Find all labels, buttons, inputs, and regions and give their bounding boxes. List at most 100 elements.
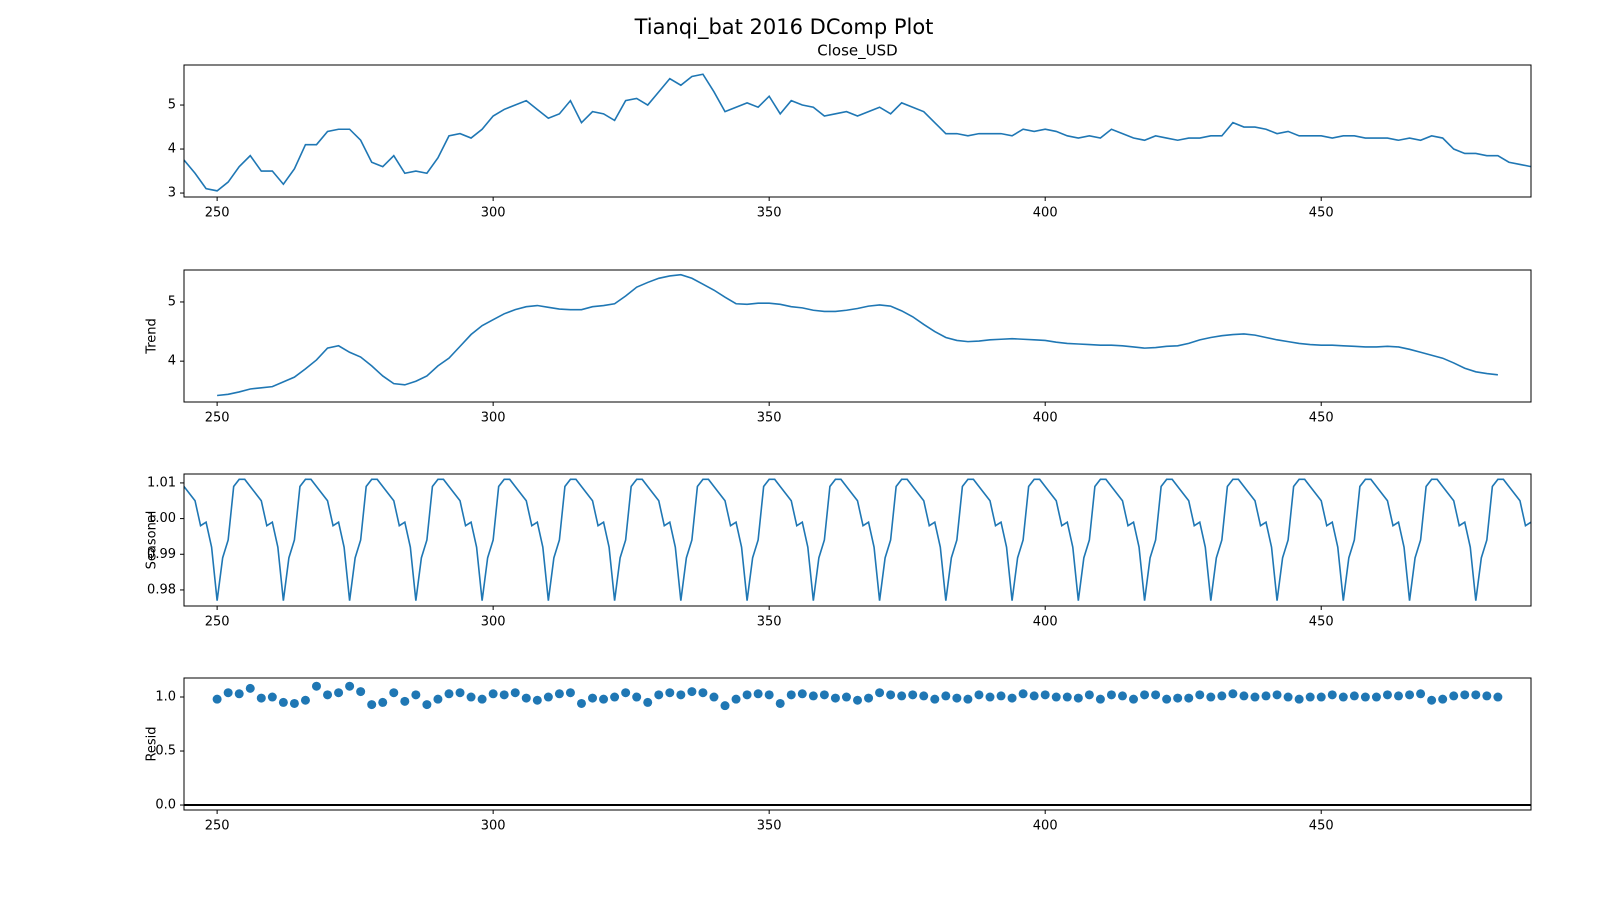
resid-point <box>886 690 896 700</box>
axes-frame <box>183 473 1532 607</box>
resid-point <box>1040 690 1050 700</box>
resid-point <box>875 688 885 698</box>
y-tick-label: 5 <box>168 294 176 309</box>
subplot: Seasonal 250 300 350 400 450 0.98 0.99 1.00 1.01 <box>145 473 1532 630</box>
x-tick-label: 250 <box>205 615 230 630</box>
resid-point <box>444 689 454 699</box>
resid-point <box>433 694 443 704</box>
resid-point <box>1018 689 1028 699</box>
resid-point <box>1360 692 1370 702</box>
resid-point <box>389 688 399 698</box>
resid-point <box>1438 694 1448 704</box>
y-tick-label: 3 <box>168 186 176 201</box>
resid-point <box>1394 691 1404 701</box>
plot-area <box>217 273 1498 397</box>
resid-point <box>698 688 708 698</box>
y-tick-label: 5 <box>168 98 176 113</box>
resid-point <box>477 694 487 704</box>
resid-point <box>985 692 995 702</box>
resid-point <box>1195 690 1205 700</box>
resid-point <box>709 692 719 702</box>
resid-point <box>356 687 366 697</box>
resid-point <box>1371 692 1381 702</box>
resid-point <box>234 689 244 699</box>
resid-point <box>1460 690 1470 700</box>
resid-point <box>919 691 929 701</box>
subplot: Trend 250 300 350 400 450 4 5 <box>145 269 1532 426</box>
x-tick-label: 350 <box>757 206 782 221</box>
x-tick-label: 350 <box>757 819 782 834</box>
resid-point <box>543 692 553 702</box>
resid-point <box>599 694 609 704</box>
resid-point <box>1449 691 1459 701</box>
resid-point <box>819 690 829 700</box>
resid-point <box>1239 691 1249 701</box>
resid-point <box>1272 690 1282 700</box>
resid-point <box>1327 690 1337 700</box>
resid-point <box>676 690 686 700</box>
x-tick-label: 250 <box>205 206 230 221</box>
resid-point <box>1051 692 1061 702</box>
resid-point <box>786 690 796 700</box>
y-tick-label: 4 <box>168 354 176 369</box>
resid-point <box>510 688 520 698</box>
resid-point <box>808 691 818 701</box>
resid-point <box>1173 693 1183 703</box>
series-line <box>184 478 1531 601</box>
resid-point <box>1184 693 1194 703</box>
resid-point <box>588 693 598 703</box>
x-tick-label: 450 <box>1309 411 1334 426</box>
axes-frame <box>183 64 1532 198</box>
resid-point <box>256 693 266 703</box>
subplot-title: Close_USD <box>817 42 897 61</box>
resid-point <box>576 698 586 708</box>
resid-point <box>212 694 222 704</box>
y-tick-label: 0.99 <box>147 547 176 562</box>
resid-point <box>1261 691 1271 701</box>
resid-point <box>334 688 344 698</box>
x-tick-label: 450 <box>1309 206 1334 221</box>
resid-point <box>1073 693 1083 703</box>
resid-point <box>1129 694 1139 704</box>
resid-point <box>930 694 940 704</box>
resid-point <box>864 693 874 703</box>
resid-point <box>908 690 918 700</box>
subplot: Resid 250 300 350 400 450 0.0 0.5 1.0 <box>145 677 1532 834</box>
resid-point <box>1095 694 1105 704</box>
y-axis-label: Trend <box>145 318 160 355</box>
resid-point <box>1338 692 1348 702</box>
resid-point <box>267 692 277 702</box>
resid-point <box>400 696 410 706</box>
resid-point <box>687 687 697 697</box>
resid-point <box>1007 693 1017 703</box>
x-tick-label: 300 <box>481 819 506 834</box>
x-tick-label: 250 <box>205 819 230 834</box>
y-axis-label: Resid <box>145 726 160 761</box>
x-tick-label: 400 <box>1033 206 1058 221</box>
y-tick-label: 4 <box>168 142 176 157</box>
resid-point <box>300 695 310 705</box>
resid-point <box>1140 690 1150 700</box>
x-tick-label: 400 <box>1033 819 1058 834</box>
resid-point <box>797 689 807 699</box>
resid-point <box>643 697 653 707</box>
x-tick-label: 350 <box>757 411 782 426</box>
axes-frame <box>183 269 1532 403</box>
resid-point <box>422 700 432 710</box>
y-tick-label: 1.00 <box>147 511 176 526</box>
resid-point <box>1405 690 1415 700</box>
resid-point <box>1062 692 1072 702</box>
y-tick-label: 1.01 <box>147 475 176 490</box>
resid-point <box>665 688 675 698</box>
resid-point <box>223 688 233 698</box>
resid-point <box>753 689 763 699</box>
resid-point <box>1029 691 1039 701</box>
resid-point <box>488 689 498 699</box>
resid-point <box>311 681 321 691</box>
resid-point <box>378 697 388 707</box>
resid-point <box>1106 690 1116 700</box>
resid-point <box>554 689 564 699</box>
y-tick-label: 0.0 <box>155 798 176 813</box>
resid-point <box>411 690 421 700</box>
